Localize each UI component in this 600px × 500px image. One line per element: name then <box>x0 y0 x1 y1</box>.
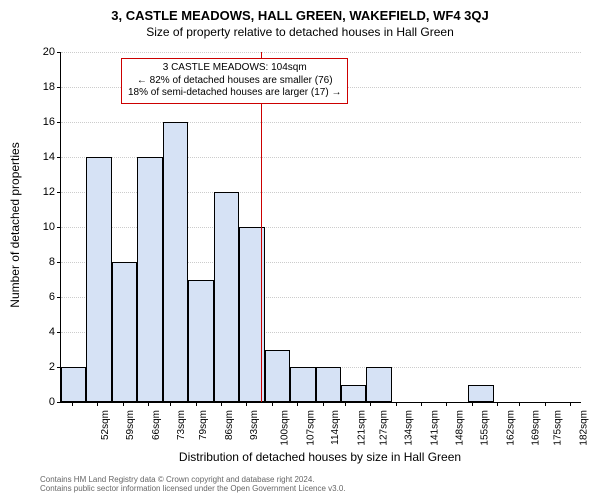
x-tick-label: 155sqm <box>480 410 491 446</box>
x-tick-mark <box>97 402 98 406</box>
chart-subtitle: Size of property relative to detached ho… <box>0 23 600 39</box>
x-tick-label: 182sqm <box>578 410 589 446</box>
chart-title: 3, CASTLE MEADOWS, HALL GREEN, WAKEFIELD… <box>0 0 600 23</box>
y-tick-label: 16 <box>25 116 55 128</box>
y-tick-mark <box>57 157 61 158</box>
y-tick-mark <box>57 227 61 228</box>
x-tick-mark <box>72 402 73 406</box>
y-tick-label: 6 <box>25 291 55 303</box>
x-axis-label: Distribution of detached houses by size … <box>60 450 580 464</box>
x-tick-mark <box>345 402 346 406</box>
x-tick-label: 127sqm <box>378 410 389 446</box>
x-tick-mark <box>497 402 498 406</box>
y-tick-mark <box>57 262 61 263</box>
y-tick-mark <box>57 297 61 298</box>
histogram-bar <box>290 367 315 402</box>
y-tick-label: 4 <box>25 326 55 338</box>
histogram-bar <box>468 385 493 403</box>
y-tick-label: 10 <box>25 221 55 233</box>
footer-line-2: Contains public sector information licen… <box>40 484 346 494</box>
histogram-bar <box>366 367 391 402</box>
x-tick-label: 162sqm <box>505 410 516 446</box>
y-tick-label: 18 <box>25 81 55 93</box>
x-tick-mark <box>421 402 422 406</box>
annotation-line: 18% of semi-detached houses are larger (… <box>128 87 341 100</box>
x-tick-label: 141sqm <box>429 410 440 446</box>
y-tick-mark <box>57 192 61 193</box>
x-tick-mark <box>170 402 171 406</box>
x-tick-mark <box>446 402 447 406</box>
histogram-bar <box>137 157 162 402</box>
y-axis-label: Number of detached properties <box>8 50 22 400</box>
x-tick-label: 86sqm <box>224 410 235 440</box>
x-tick-mark <box>196 402 197 406</box>
x-tick-label: 66sqm <box>151 410 162 440</box>
x-tick-mark <box>148 402 149 406</box>
y-tick-mark <box>57 87 61 88</box>
y-tick-label: 8 <box>25 256 55 268</box>
y-tick-label: 14 <box>25 151 55 163</box>
y-tick-label: 0 <box>25 396 55 408</box>
x-tick-mark <box>272 402 273 406</box>
x-tick-mark <box>297 402 298 406</box>
x-tick-mark <box>545 402 546 406</box>
grid-line <box>61 122 581 123</box>
y-tick-mark <box>57 122 61 123</box>
footer-line-1: Contains HM Land Registry data © Crown c… <box>40 475 346 485</box>
y-tick-label: 12 <box>25 186 55 198</box>
y-tick-label: 2 <box>25 361 55 373</box>
histogram-bar <box>163 122 188 402</box>
y-tick-mark <box>57 402 61 403</box>
histogram-bar <box>316 367 341 402</box>
chart-container: 3, CASTLE MEADOWS, HALL GREEN, WAKEFIELD… <box>0 0 600 500</box>
x-tick-mark <box>123 402 124 406</box>
x-tick-label: 52sqm <box>100 410 111 440</box>
x-tick-mark <box>323 402 324 406</box>
footer-attribution: Contains HM Land Registry data © Crown c… <box>40 475 346 494</box>
x-tick-label: 100sqm <box>280 410 291 446</box>
histogram-bar <box>112 262 137 402</box>
x-tick-mark <box>519 402 520 406</box>
y-tick-label: 20 <box>25 46 55 58</box>
histogram-bar <box>188 280 213 403</box>
x-tick-label: 134sqm <box>404 410 415 446</box>
reference-line <box>261 52 262 402</box>
histogram-bar <box>86 157 111 402</box>
histogram-bar <box>61 367 86 402</box>
histogram-bar <box>214 192 239 402</box>
x-tick-label: 121sqm <box>356 410 367 446</box>
x-tick-label: 148sqm <box>455 410 466 446</box>
grid-line <box>61 52 581 53</box>
x-tick-mark <box>370 402 371 406</box>
annotation-box: 3 CASTLE MEADOWS: 104sqm← 82% of detache… <box>121 58 348 104</box>
x-tick-mark <box>570 402 571 406</box>
x-tick-label: 175sqm <box>553 410 564 446</box>
x-tick-label: 93sqm <box>249 410 260 440</box>
x-tick-label: 114sqm <box>330 410 341 445</box>
x-tick-label: 107sqm <box>305 410 316 446</box>
annotation-line: ← 82% of detached houses are smaller (76… <box>128 75 341 88</box>
y-tick-mark <box>57 52 61 53</box>
histogram-bar <box>265 350 290 403</box>
x-tick-label: 79sqm <box>198 410 209 440</box>
x-tick-mark <box>396 402 397 406</box>
x-tick-label: 73sqm <box>176 410 187 440</box>
x-tick-mark <box>246 402 247 406</box>
x-tick-label: 169sqm <box>531 410 542 446</box>
annotation-line: 3 CASTLE MEADOWS: 104sqm <box>128 62 341 75</box>
x-tick-label: 59sqm <box>125 410 136 440</box>
x-tick-mark <box>472 402 473 406</box>
x-tick-mark <box>221 402 222 406</box>
histogram-bar <box>341 385 366 403</box>
y-tick-mark <box>57 332 61 333</box>
plot-area: 0246810121416182052sqm59sqm66sqm73sqm79s… <box>60 52 581 403</box>
